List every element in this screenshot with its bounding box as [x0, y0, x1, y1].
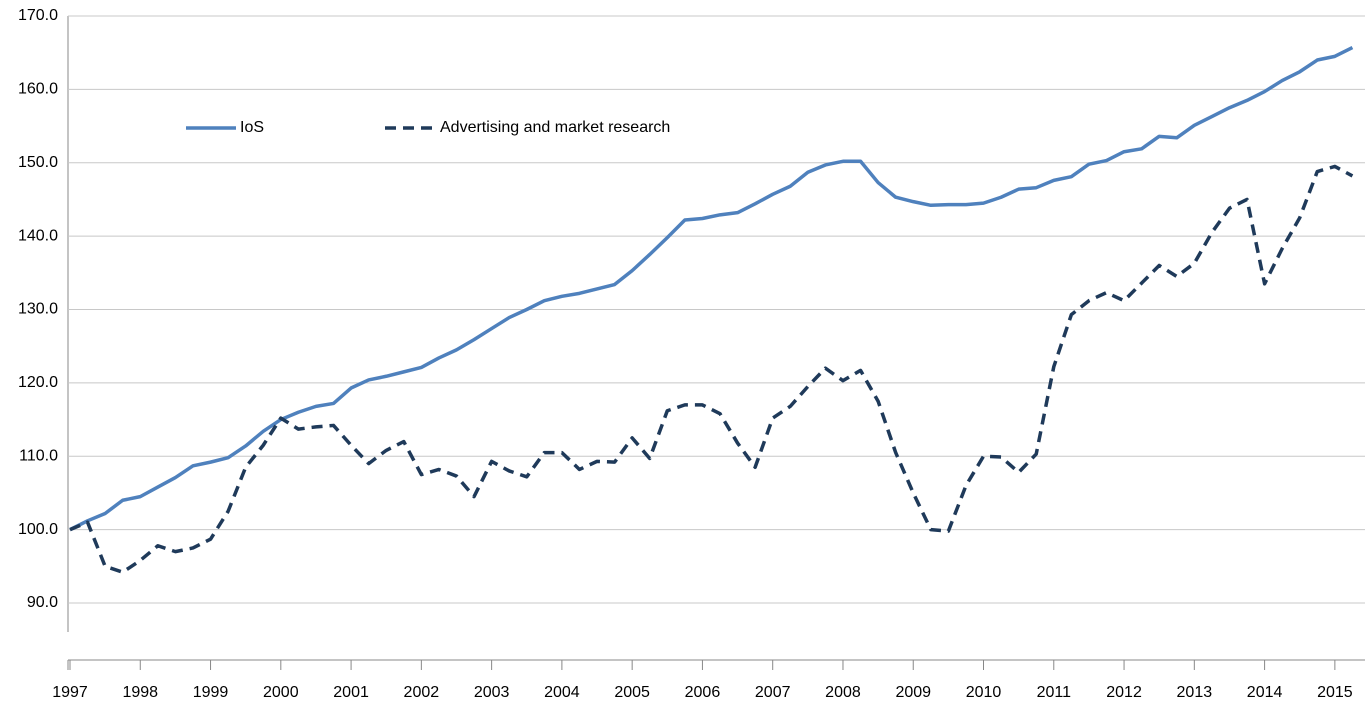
x-tick-label: 1999	[193, 684, 229, 701]
series-line	[69, 164, 1354, 574]
x-tick-label: 2015	[1317, 684, 1353, 701]
x-tick-label: 2007	[755, 684, 791, 701]
y-tick-label: 160.0	[18, 81, 58, 98]
x-tick-label: 2006	[685, 684, 721, 701]
x-tick-label: 2014	[1247, 684, 1283, 701]
x-tick-label: 2000	[263, 684, 299, 701]
y-tick-label: 150.0	[18, 154, 58, 171]
legend-label: Advertising and market research	[440, 119, 670, 136]
y-tick-label: 120.0	[18, 374, 58, 391]
x-tick-label: 2009	[895, 684, 931, 701]
x-tick-label: 1997	[52, 684, 88, 701]
x-tick-label: 2010	[966, 684, 1002, 701]
y-tick-label: 170.0	[18, 7, 58, 24]
x-tick-label: 2008	[825, 684, 861, 701]
x-tick-label: 2001	[333, 684, 369, 701]
legend-label: IoS	[240, 119, 264, 136]
x-tick-label: 2011	[1037, 684, 1072, 701]
y-tick-label: 110.0	[19, 447, 58, 464]
x-tick-label: 2002	[404, 684, 440, 701]
x-tick-label: 2005	[614, 684, 650, 701]
y-tick-label: 130.0	[18, 301, 58, 318]
x-tick-label: 2004	[544, 684, 580, 701]
y-tick-label: 100.0	[18, 521, 58, 538]
x-tick-label: 2003	[474, 684, 510, 701]
x-tick-label: 1998	[122, 684, 158, 701]
y-tick-label: 90.0	[27, 594, 58, 611]
x-tick-label: 2013	[1177, 684, 1213, 701]
x-tick-label: 2012	[1106, 684, 1142, 701]
y-tick-label: 140.0	[18, 227, 58, 244]
